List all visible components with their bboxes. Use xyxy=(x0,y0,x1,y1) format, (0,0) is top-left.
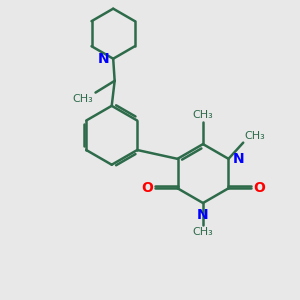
Text: CH₃: CH₃ xyxy=(193,227,213,237)
Text: N: N xyxy=(232,152,244,166)
Text: CH₃: CH₃ xyxy=(245,131,266,141)
Text: N: N xyxy=(98,52,109,66)
Text: CH₃: CH₃ xyxy=(73,94,94,104)
Text: CH₃: CH₃ xyxy=(193,110,213,120)
Text: O: O xyxy=(253,181,265,195)
Text: O: O xyxy=(141,181,153,195)
Text: N: N xyxy=(197,208,209,222)
